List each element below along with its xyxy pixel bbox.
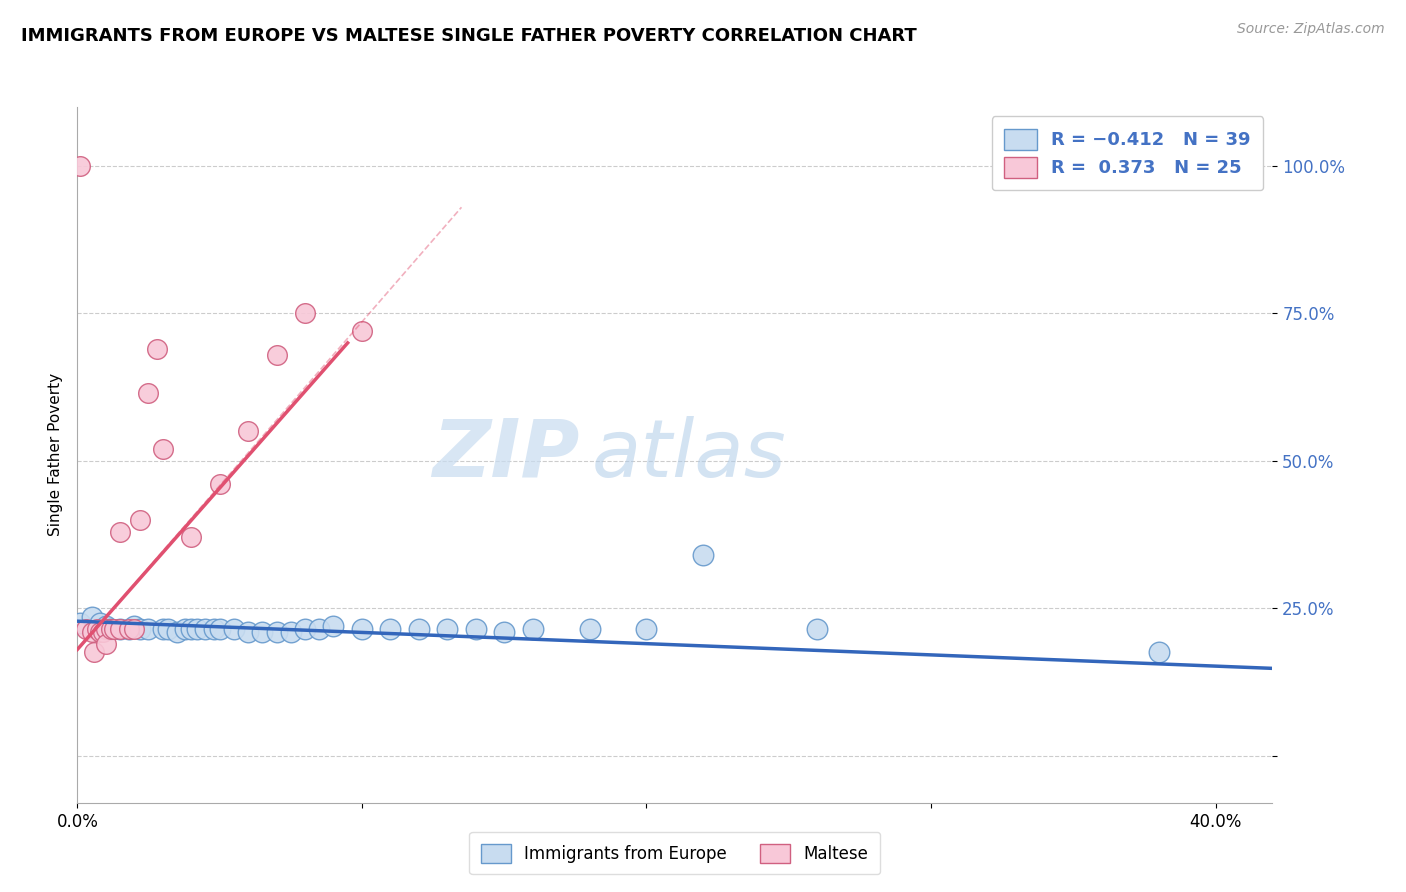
Point	[75, 622, 97, 636]
Point	[166, 624, 188, 639]
Point	[138, 386, 160, 401]
Point	[100, 622, 122, 636]
Point	[194, 622, 217, 636]
Point	[380, 622, 402, 636]
Y-axis label: Single Father Poverty: Single Father Poverty	[48, 374, 63, 536]
Text: Source: ZipAtlas.com: Source: ZipAtlas.com	[1237, 22, 1385, 37]
Point	[69, 159, 91, 173]
Point	[1147, 645, 1170, 659]
Point	[146, 342, 169, 356]
Point	[152, 442, 174, 456]
Point	[436, 622, 458, 636]
Point	[94, 637, 117, 651]
Point	[117, 622, 139, 636]
Point	[494, 624, 516, 639]
Point	[280, 624, 302, 639]
Text: ZIP: ZIP	[432, 416, 579, 494]
Point	[80, 624, 103, 639]
Point	[138, 622, 160, 636]
Point	[208, 622, 231, 636]
Point	[222, 622, 245, 636]
Point	[294, 306, 316, 320]
Point	[80, 610, 103, 624]
Point	[86, 622, 108, 636]
Point	[122, 619, 145, 633]
Text: IMMIGRANTS FROM EUROPE VS MALTESE SINGLE FATHER POVERTY CORRELATION CHART: IMMIGRANTS FROM EUROPE VS MALTESE SINGLE…	[21, 27, 917, 45]
Point	[350, 324, 373, 338]
Point	[83, 645, 105, 659]
Point	[117, 622, 139, 636]
Point	[266, 348, 288, 362]
Point	[294, 622, 316, 636]
Point	[108, 524, 131, 539]
Text: atlas: atlas	[592, 416, 786, 494]
Point	[89, 624, 111, 639]
Point	[186, 622, 208, 636]
Point	[408, 622, 430, 636]
Point	[692, 548, 714, 562]
Point	[122, 622, 145, 636]
Point	[636, 622, 658, 636]
Point	[108, 622, 131, 636]
Point	[103, 622, 125, 636]
Point	[202, 622, 225, 636]
Point	[236, 624, 259, 639]
Point	[91, 624, 114, 639]
Point	[806, 622, 828, 636]
Point	[208, 477, 231, 491]
Point	[180, 622, 202, 636]
Point	[157, 622, 180, 636]
Point	[94, 622, 117, 636]
Point	[69, 615, 91, 630]
Point	[152, 622, 174, 636]
Point	[108, 622, 131, 636]
Point	[350, 622, 373, 636]
Point	[252, 624, 274, 639]
Point	[100, 622, 122, 636]
Point	[129, 513, 152, 527]
Point	[236, 425, 259, 439]
Point	[266, 624, 288, 639]
Point	[89, 615, 111, 630]
Legend: Immigrants from Europe, Maltese: Immigrants from Europe, Maltese	[470, 832, 880, 874]
Point	[578, 622, 600, 636]
Point	[522, 622, 544, 636]
Point	[464, 622, 486, 636]
Point	[174, 622, 197, 636]
Point	[94, 619, 117, 633]
Point	[129, 622, 152, 636]
Point	[308, 622, 330, 636]
Point	[180, 531, 202, 545]
Point	[322, 619, 344, 633]
